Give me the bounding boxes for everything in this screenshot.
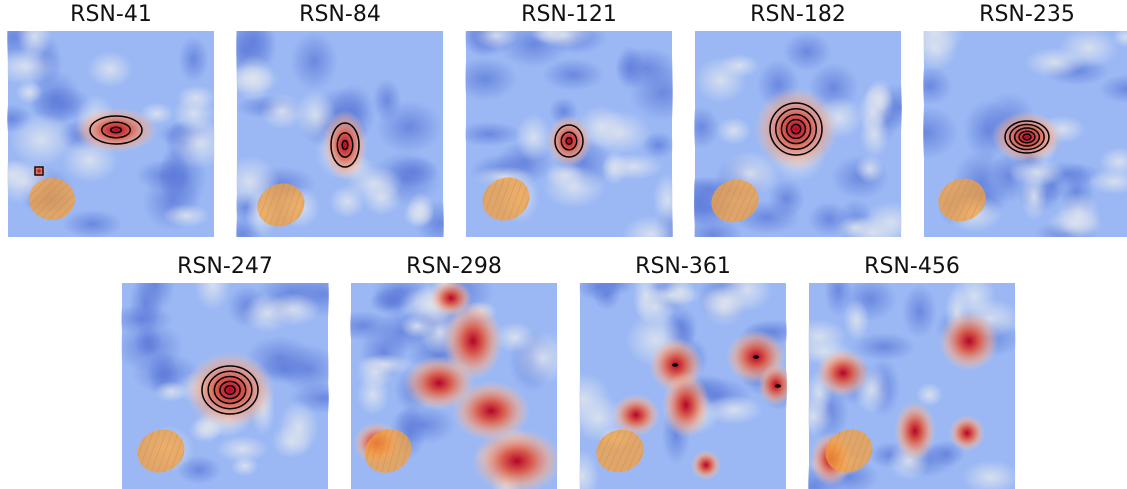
panel-title: RSN-84 [299, 2, 381, 27]
contour-lines [1004, 120, 1050, 154]
contour-lines [769, 102, 823, 156]
source-emission [322, 109, 368, 181]
source-emission [546, 115, 592, 167]
panel-title: RSN-121 [521, 2, 617, 27]
panel-title: RSN-456 [864, 254, 960, 279]
map-image [465, 31, 673, 237]
beam-ellipse [938, 178, 986, 222]
source-emission [991, 111, 1063, 163]
panel-title: RSN-182 [750, 2, 846, 27]
beam-ellipse [29, 178, 75, 220]
contour-line [34, 166, 44, 176]
beam-ellipse [137, 429, 185, 473]
source-emission [754, 87, 838, 171]
contour-dot [672, 363, 678, 367]
beam-ellipse [596, 429, 644, 473]
beam-ellipse [257, 183, 305, 227]
panel-title: RSN-247 [177, 254, 273, 279]
contour-dot [775, 384, 781, 388]
beam-ellipse [482, 177, 530, 221]
contour-lines [330, 122, 360, 168]
map-image [350, 283, 558, 489]
emission-blobs [353, 283, 558, 489]
map-image [579, 283, 787, 489]
map-image [121, 283, 329, 489]
source-emission [185, 351, 275, 429]
map-image [808, 283, 1016, 489]
panel-title: RSN-41 [70, 2, 152, 27]
beam-ellipse [825, 429, 873, 473]
contour-dot [753, 355, 759, 359]
contour-lines [201, 365, 259, 415]
map-image [7, 31, 215, 237]
contour-lines [89, 115, 143, 145]
contour-lines [554, 124, 584, 158]
noise-texture [465, 31, 673, 237]
map-image [923, 31, 1127, 237]
noise-texture [121, 283, 329, 485]
source-emission [74, 107, 158, 153]
map-image [236, 31, 444, 237]
emission-blobs [612, 330, 787, 480]
beam-ellipse [711, 179, 759, 223]
panel-title: RSN-361 [635, 254, 731, 279]
panel-title: RSN-235 [979, 2, 1075, 27]
map-image [694, 31, 902, 237]
panel-title: RSN-298 [406, 254, 502, 279]
beam-ellipse [364, 429, 412, 473]
